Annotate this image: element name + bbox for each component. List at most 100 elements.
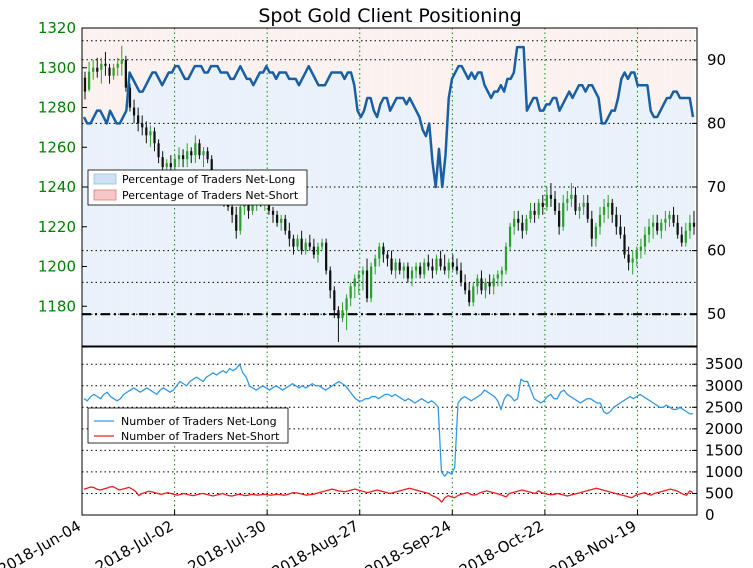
- net-long-shade: [329, 72, 334, 347]
- net-short-shade: [157, 28, 161, 79]
- candle-body: [529, 210, 532, 219]
- candle-body: [120, 59, 123, 64]
- candle-body: [590, 218, 593, 239]
- candle-body: [447, 262, 450, 271]
- net-long-shade: [82, 117, 86, 346]
- net-long-shade: [450, 78, 454, 346]
- candle-body: [288, 230, 291, 239]
- net-long-shade: [570, 97, 575, 347]
- net-short-shade: [665, 28, 669, 98]
- top-legend-label: Percentage of Traders Net-Short: [122, 189, 299, 202]
- net-short-shade: [450, 28, 454, 79]
- candle-body: [562, 202, 565, 227]
- net-long-shade: [134, 85, 138, 347]
- net-short-shade: [170, 28, 174, 73]
- net-long-shade: [251, 85, 255, 347]
- candle-body: [513, 218, 516, 227]
- net-long-shade: [307, 66, 311, 346]
- net-long-shade: [518, 47, 523, 346]
- trader-count-tick-label: 3500: [705, 355, 743, 373]
- candle-body: [92, 67, 95, 72]
- net-long-shade: [551, 97, 555, 347]
- net-long-shade: [401, 97, 405, 347]
- net-short-shade: [684, 28, 689, 98]
- trader-count-axis: 0 500 1000 1500 2000 2500 3000 3500: [692, 355, 743, 524]
- candle-body: [488, 282, 491, 287]
- candle-body: [296, 238, 299, 247]
- net-long-shade: [603, 123, 607, 347]
- net-long-shade: [150, 72, 155, 347]
- net-short-shade: [554, 28, 558, 98]
- net-long-shade: [675, 91, 679, 346]
- net-long-shade: [596, 97, 601, 347]
- candle-body: [419, 266, 422, 275]
- net-long-shade: [95, 110, 99, 347]
- candle-body: [165, 163, 168, 168]
- net-long-shade: [495, 91, 500, 346]
- net-long-shade: [199, 66, 203, 346]
- net-long-shade: [574, 91, 578, 346]
- candle-body: [508, 226, 512, 247]
- net-long-shade: [147, 78, 151, 346]
- candle-body: [406, 266, 410, 279]
- net-long-shade: [508, 78, 513, 346]
- net-short-shade: [176, 28, 181, 67]
- x-tick-label: 2018-Nov-19: [547, 517, 640, 568]
- net-short-shade: [668, 28, 672, 98]
- net-short-shade: [222, 28, 226, 73]
- price-tick-label: 1240: [38, 178, 76, 196]
- bottom-panel-frame: [81, 346, 698, 516]
- net-long-shade: [287, 78, 291, 346]
- candle-body: [410, 270, 414, 279]
- net-long-shade: [111, 117, 115, 346]
- candle-body: [96, 67, 99, 72]
- net-long-shade: [219, 72, 223, 347]
- net-long-shade: [290, 78, 295, 346]
- candle-body: [525, 218, 528, 231]
- net-long-shade: [342, 78, 347, 346]
- net-short-shade: [323, 28, 327, 86]
- net-short-shade: [421, 28, 425, 130]
- net-short-shade: [662, 28, 666, 105]
- net-long-shade: [131, 78, 135, 346]
- net-long-shade: [613, 110, 617, 347]
- net-long-shade: [681, 97, 685, 347]
- net-short-shade: [329, 28, 334, 73]
- net-long-shade: [411, 104, 415, 346]
- net-short-shade: [167, 28, 171, 73]
- net-short-shade: [681, 28, 685, 98]
- net-short-shade: [268, 28, 272, 73]
- candle-body: [533, 210, 536, 215]
- candle-body: [635, 250, 638, 259]
- net-long-shade: [228, 78, 233, 346]
- net-short-shade: [590, 28, 594, 86]
- net-short-shade: [398, 28, 402, 98]
- net-long-shade: [284, 72, 288, 347]
- net-long-shade: [512, 72, 516, 347]
- candle-body: [431, 266, 434, 271]
- x-tick-label: 2018-Jul-02: [92, 517, 176, 568]
- net-short-shade: [561, 28, 565, 105]
- net-short-shade: [114, 28, 119, 124]
- candle-body: [320, 242, 324, 247]
- net-long-shade: [349, 72, 353, 347]
- net-long-shade: [121, 117, 125, 346]
- net-short-shade: [287, 28, 291, 79]
- percentage-tick-label: 80: [707, 114, 726, 132]
- net-short-shade: [101, 28, 106, 118]
- net-long-shade: [564, 97, 568, 347]
- price-axis: 1180 1200 1220 1240 1260 1280 1300 1320: [38, 19, 87, 315]
- candle-body: [206, 151, 209, 160]
- net-short-shade: [427, 28, 431, 124]
- net-short-shade: [528, 28, 532, 105]
- candle-body: [284, 218, 287, 231]
- candle-body: [398, 262, 401, 271]
- net-short-shade: [456, 28, 461, 67]
- candle-body: [443, 266, 446, 271]
- net-short-shade: [525, 28, 529, 111]
- net-long-shade: [395, 97, 399, 347]
- candle-body: [480, 278, 483, 291]
- net-short-shade: [180, 28, 184, 73]
- net-short-shade: [219, 28, 223, 73]
- net-long-shade: [580, 85, 584, 347]
